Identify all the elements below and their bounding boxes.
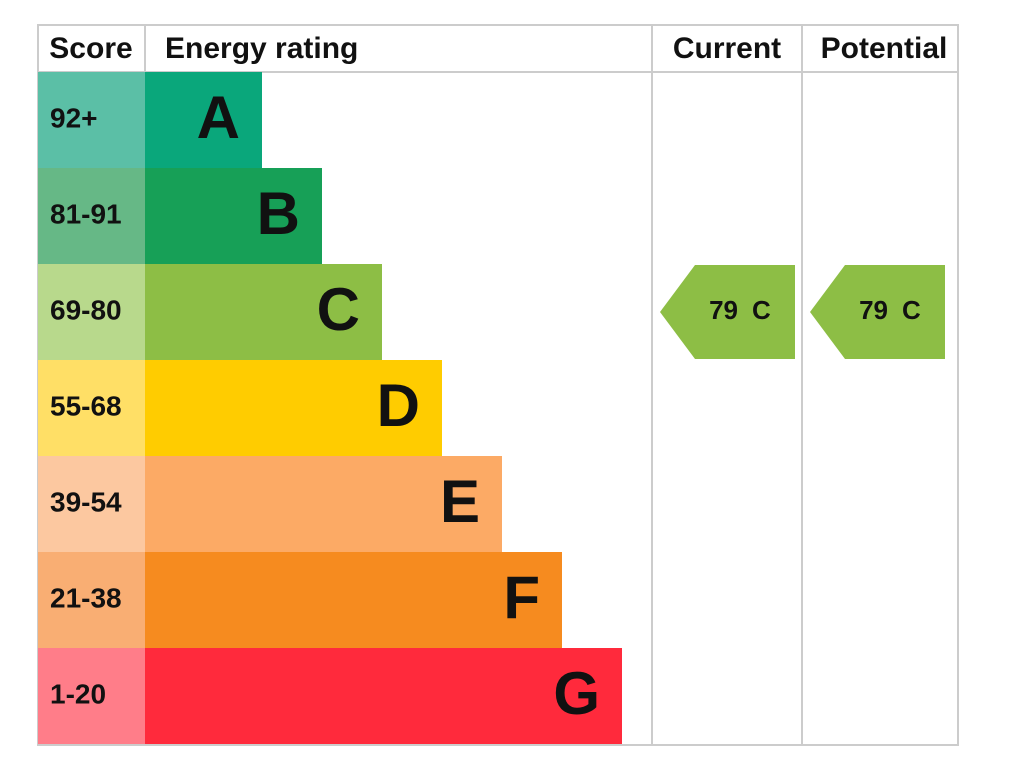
band-letter: E	[440, 468, 480, 535]
score-cell	[38, 168, 145, 264]
band-letter: F	[503, 564, 540, 631]
score-cell	[38, 72, 145, 168]
score-cell	[38, 552, 145, 648]
rating-bar	[145, 648, 622, 744]
header-potential: Potential	[821, 32, 948, 65]
arrow-score: 79	[859, 295, 888, 325]
rating-bar	[145, 264, 382, 360]
rating-bar	[145, 72, 262, 168]
score-range: 39-54	[50, 486, 122, 517]
score-range: 81-91	[50, 198, 122, 229]
score-range: 1-20	[50, 678, 106, 709]
score-cell	[38, 648, 145, 744]
score-range: 92+	[50, 102, 98, 133]
rating-bar	[145, 168, 322, 264]
band-letter: B	[257, 180, 300, 247]
arrow-band: C	[902, 295, 921, 325]
score-cell	[38, 264, 145, 360]
header-current: Current	[673, 32, 781, 65]
rating-arrow	[810, 265, 945, 359]
score-cell	[38, 456, 145, 552]
rating-bar	[145, 456, 502, 552]
band-letter: A	[197, 84, 240, 151]
score-range: 55-68	[50, 390, 122, 421]
score-cell	[38, 360, 145, 456]
score-range: 69-80	[50, 294, 122, 325]
band-letter: C	[317, 276, 360, 343]
score-range: 21-38	[50, 582, 122, 613]
arrow-score: 79	[709, 295, 738, 325]
rating-arrow	[660, 265, 795, 359]
band-letter: D	[377, 372, 420, 439]
rating-bar	[145, 552, 562, 648]
header-rating: Energy rating	[165, 32, 358, 65]
rating-bar	[145, 360, 442, 456]
arrow-band: C	[752, 295, 771, 325]
band-letter: G	[553, 660, 600, 727]
header-score: Score	[49, 32, 132, 65]
